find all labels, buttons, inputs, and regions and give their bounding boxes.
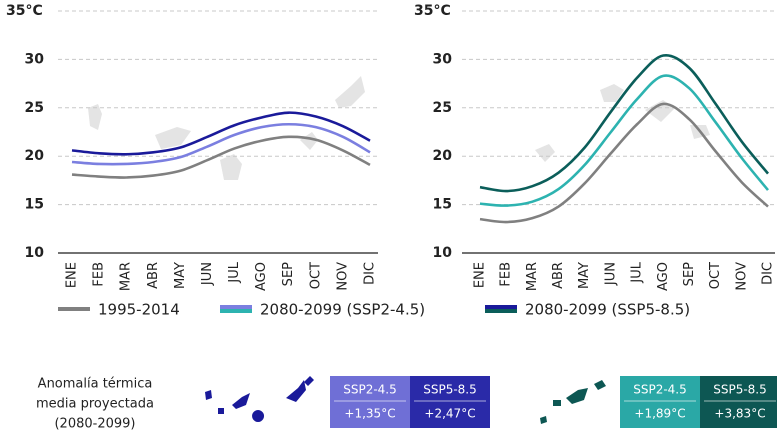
x-tick-label: ABR	[551, 262, 566, 289]
island-map	[205, 376, 314, 422]
x-tick-label: SEP	[682, 262, 697, 286]
x-tick-label: MAR	[525, 262, 540, 291]
line-series	[479, 102, 769, 224]
x-tick-label: NOV	[335, 262, 350, 291]
x-tick-label: MAY	[173, 262, 188, 289]
y-tick-label: 20	[433, 148, 453, 164]
line-series	[71, 135, 371, 179]
x-tick-label: JUN	[603, 262, 618, 286]
anomaly-value: +3,83°C	[714, 407, 765, 421]
anomaly-title: (2080-2099)	[54, 417, 135, 432]
legend-label: 2080-2099 (SSP2-4.5)	[260, 301, 425, 319]
x-tick-label: JUN	[200, 262, 215, 286]
y-tick-label: 10	[25, 245, 45, 261]
anomaly-value: +2,47°C	[424, 407, 475, 421]
y-tick-label: 35°C	[414, 3, 451, 19]
legend-label: 2080-2099 (SSP5-8.5)	[525, 301, 690, 319]
x-tick-label: AGO	[656, 262, 671, 291]
scenario-label: SSP2-4.5	[343, 383, 397, 397]
x-tick-label: DIC	[761, 262, 776, 285]
anomaly-value: +1,89°C	[634, 407, 685, 421]
y-tick-label: 25	[433, 100, 452, 116]
x-tick-label: OCT	[308, 262, 323, 289]
y-tick-label: 15	[433, 197, 452, 213]
x-tick-label: MAY	[577, 262, 592, 289]
x-tick-label: ENE	[473, 262, 488, 288]
x-tick-label: ENE	[65, 262, 80, 288]
x-tick-label: NOV	[734, 262, 749, 291]
island-background	[88, 76, 710, 180]
y-tick-label: 20	[25, 148, 45, 164]
y-tick-label: 25	[25, 100, 44, 116]
anomaly-title: media proyectada	[36, 397, 154, 412]
line-series	[479, 74, 770, 207]
legend-label: 1995-2014	[98, 301, 180, 319]
anomaly-title: Anomalía térmica	[38, 377, 153, 392]
x-tick-label: OCT	[708, 262, 723, 289]
x-tick-label: MAR	[119, 262, 134, 291]
x-tick-label: FEB	[92, 262, 107, 287]
line-series	[71, 122, 371, 166]
y-tick-label: 30	[25, 51, 45, 67]
y-tick-label: 30	[433, 51, 453, 67]
x-tick-label: AGO	[254, 262, 269, 291]
island-map	[540, 380, 606, 424]
y-tick-label: 10	[433, 245, 453, 261]
anomaly-value: +1,35°C	[344, 407, 395, 421]
y-tick-label: 15	[25, 197, 44, 213]
scenario-label: SSP5-8.5	[713, 383, 767, 397]
anomaly-box	[700, 376, 777, 428]
anomaly-box	[330, 376, 410, 428]
x-tick-label: JUL	[630, 261, 645, 283]
line-series	[479, 53, 770, 193]
x-tick-label: SEP	[281, 262, 296, 286]
scenario-label: SSP2-4.5	[633, 383, 687, 397]
x-tick-label: JUL	[227, 261, 242, 283]
x-tick-label: FEB	[499, 262, 514, 287]
line-series	[71, 111, 371, 156]
anomaly-box	[620, 376, 700, 428]
anomaly-box	[410, 376, 490, 428]
x-tick-label: DIC	[363, 262, 378, 285]
x-tick-label: ABR	[146, 262, 161, 289]
y-tick-label: 35°C	[6, 3, 43, 19]
scenario-label: SSP5-8.5	[423, 383, 477, 397]
